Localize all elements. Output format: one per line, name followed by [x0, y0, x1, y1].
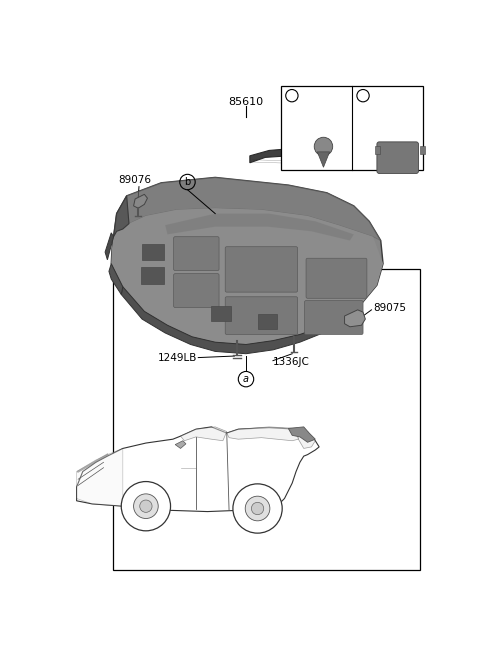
Text: b: b [360, 91, 366, 101]
Text: 82315D
82315A: 82315D 82315A [303, 103, 341, 127]
Polygon shape [288, 427, 315, 442]
FancyBboxPatch shape [306, 258, 367, 298]
Text: b: b [184, 177, 191, 187]
Polygon shape [109, 263, 123, 294]
Text: 1336JC: 1336JC [273, 357, 310, 367]
Polygon shape [296, 429, 315, 449]
Circle shape [140, 500, 152, 512]
FancyBboxPatch shape [304, 301, 363, 334]
Circle shape [133, 494, 158, 518]
FancyBboxPatch shape [174, 237, 219, 271]
FancyBboxPatch shape [377, 142, 419, 173]
Bar [258, 313, 277, 329]
Text: 89076: 89076 [118, 175, 151, 185]
Polygon shape [317, 152, 330, 168]
Text: 89075: 89075 [373, 304, 406, 313]
Circle shape [314, 137, 333, 156]
Polygon shape [111, 208, 383, 344]
Text: 85610: 85610 [228, 97, 264, 107]
Bar [113, 269, 420, 570]
Text: 85620X: 85620X [329, 134, 369, 144]
Polygon shape [165, 214, 354, 240]
Bar [141, 267, 164, 284]
Polygon shape [180, 427, 227, 441]
Circle shape [121, 482, 170, 531]
Bar [211, 306, 230, 321]
Text: a: a [243, 374, 249, 384]
Text: 1249LB: 1249LB [157, 353, 197, 363]
Circle shape [245, 496, 270, 521]
Polygon shape [77, 427, 319, 512]
Polygon shape [250, 147, 392, 168]
Polygon shape [114, 196, 129, 237]
Circle shape [252, 503, 264, 514]
Polygon shape [345, 310, 365, 327]
Polygon shape [121, 286, 345, 353]
Bar [375, 147, 380, 154]
Bar [420, 147, 425, 154]
Circle shape [233, 484, 282, 533]
Polygon shape [175, 441, 186, 449]
Polygon shape [77, 449, 123, 506]
Bar [142, 244, 164, 260]
Text: 89855B: 89855B [374, 91, 414, 101]
Polygon shape [127, 177, 381, 240]
Text: a: a [289, 91, 295, 101]
Polygon shape [105, 233, 114, 260]
Polygon shape [133, 194, 147, 208]
Polygon shape [227, 427, 299, 441]
FancyBboxPatch shape [225, 297, 298, 334]
Bar [281, 87, 423, 170]
FancyBboxPatch shape [225, 246, 298, 292]
Polygon shape [111, 177, 383, 344]
FancyBboxPatch shape [174, 274, 219, 307]
